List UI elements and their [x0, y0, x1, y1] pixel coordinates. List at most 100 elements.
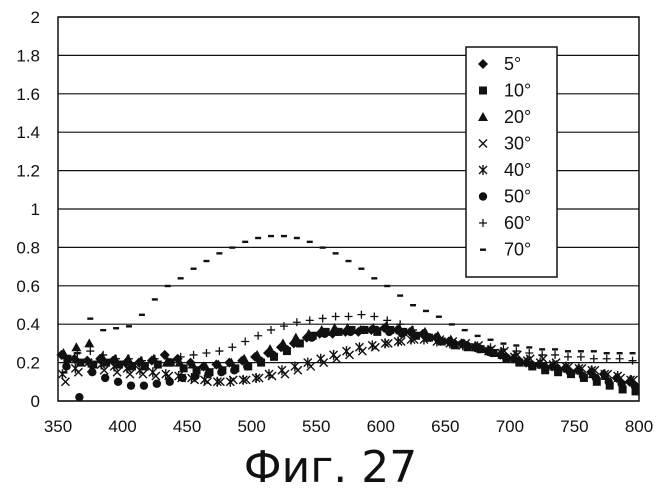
series-diamond: [56, 323, 634, 387]
data-point: [291, 361, 299, 371]
data-point: [371, 277, 377, 279]
data-point: [71, 363, 79, 373]
data-point: [255, 237, 261, 239]
data-point: [513, 344, 519, 346]
data-point: [217, 368, 225, 376]
x-tick-label: 500: [237, 417, 265, 436]
data-point: [308, 333, 316, 341]
data-point: [126, 325, 132, 327]
legend-marker: [480, 249, 486, 251]
data-point: [100, 329, 106, 331]
data-point: [278, 365, 286, 375]
data-point: [343, 346, 351, 356]
legend-marker: [479, 192, 487, 200]
x-tick-label: 400: [108, 417, 136, 436]
data-point: [330, 350, 338, 360]
x-tick-label: 800: [625, 417, 653, 436]
data-point: [551, 351, 559, 359]
data-point: [281, 235, 287, 237]
data-point: [398, 330, 406, 338]
data-point: [191, 372, 199, 380]
data-point: [540, 362, 548, 370]
data-point: [215, 347, 223, 355]
data-point: [241, 337, 249, 345]
legend-label: 10°: [504, 81, 531, 101]
legend-label: 20°: [504, 107, 531, 127]
data-point: [346, 260, 352, 262]
data-point: [317, 354, 325, 364]
x-tick-label: 350: [44, 417, 72, 436]
data-point: [320, 330, 328, 338]
data-point: [191, 268, 197, 270]
data-point: [592, 374, 600, 382]
data-point: [564, 353, 572, 361]
data-point: [591, 350, 597, 352]
data-point: [463, 341, 471, 349]
data-point: [359, 326, 367, 334]
data-point: [411, 332, 419, 340]
data-point: [501, 353, 509, 361]
x-tick-label: 450: [173, 417, 201, 436]
y-tick-labels: 00.20.40.60.811.21.41.61.82: [16, 8, 40, 411]
legend-label: 70°: [504, 240, 531, 260]
data-point: [385, 328, 393, 336]
data-point: [75, 393, 83, 401]
data-point: [475, 345, 483, 353]
data-point: [368, 340, 376, 350]
data-point: [590, 355, 598, 363]
legend-label: 50°: [504, 187, 531, 207]
data-point: [527, 360, 535, 368]
data-point: [226, 377, 234, 387]
data-point: [267, 326, 275, 334]
data-point: [488, 349, 496, 357]
data-point: [437, 337, 445, 345]
legend-label: 40°: [504, 160, 531, 180]
data-point: [383, 316, 391, 324]
x-tick-label: 700: [496, 417, 524, 436]
figure-caption: Фиг. 27: [0, 442, 661, 493]
data-point: [280, 322, 288, 330]
data-point: [603, 355, 611, 363]
data-point: [436, 316, 442, 318]
data-point: [229, 246, 235, 248]
data-point: [268, 235, 274, 237]
data-point: [565, 350, 571, 352]
data-point: [178, 277, 184, 279]
legend: 5° 10° 20° 30° 40° 50° 60° 70°: [466, 47, 557, 277]
legend-label: 60°: [504, 213, 531, 233]
data-point: [295, 339, 303, 347]
data-point: [539, 348, 545, 350]
y-tick-label: 0: [31, 392, 40, 411]
data-point: [333, 328, 341, 336]
data-point: [630, 352, 636, 354]
x-tick-labels: 350400450500550600650700750800: [44, 417, 653, 436]
data-point: [87, 317, 93, 319]
data-point: [616, 355, 624, 363]
data-point: [153, 380, 161, 388]
data-point: [162, 369, 170, 379]
data-point: [149, 367, 157, 377]
data-point: [190, 351, 198, 359]
y-tick-label: 1.4: [16, 123, 40, 142]
data-point: [307, 241, 313, 243]
data-point: [265, 369, 273, 379]
data-point: [203, 260, 209, 262]
data-point: [357, 311, 365, 319]
data-point: [282, 345, 290, 353]
data-point: [139, 314, 145, 316]
data-point: [114, 378, 122, 386]
legend-label: 30°: [504, 134, 531, 154]
y-tick-label: 1.6: [16, 85, 40, 104]
data-point: [604, 352, 610, 354]
chart-svg: 00.20.40.60.811.21.41.61.82 350400450500…: [0, 0, 661, 440]
data-point: [269, 351, 277, 359]
data-point: [462, 329, 468, 331]
legend-label: 5°: [504, 54, 521, 74]
data-point: [577, 353, 585, 361]
data-point: [358, 268, 364, 270]
data-point: [578, 350, 584, 352]
data-point: [254, 332, 262, 340]
data-point: [552, 348, 558, 350]
data-point: [86, 347, 94, 355]
